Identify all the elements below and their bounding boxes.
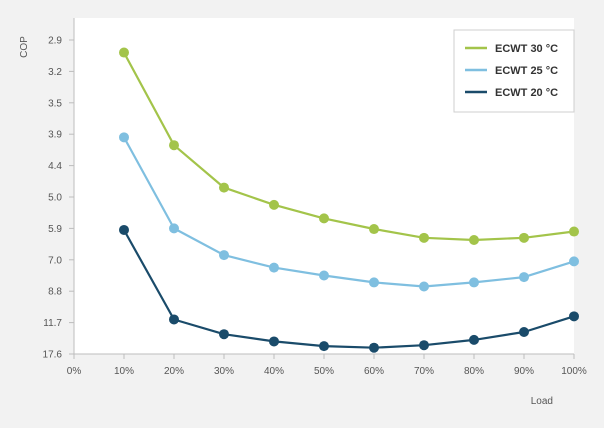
- legend-label-0: ECWT 30 °C: [495, 43, 558, 55]
- y-tick-label: 5.9: [48, 224, 62, 235]
- y-tick-label: 11.7: [43, 318, 62, 329]
- y-tick-label: 8.8: [48, 287, 62, 298]
- data-point-series-0: [569, 226, 579, 237]
- data-point-series-2: [469, 334, 479, 345]
- x-tick-label: 0%: [67, 366, 82, 377]
- data-point-series-1: [169, 223, 179, 234]
- data-point-series-2: [319, 341, 329, 352]
- y-tick-label: 3.9: [48, 130, 62, 141]
- data-point-series-0: [269, 199, 279, 210]
- data-point-series-0: [219, 182, 229, 193]
- x-tick-label: 40%: [264, 366, 284, 377]
- data-point-series-1: [319, 270, 329, 281]
- x-tick-label: 70%: [414, 366, 434, 377]
- x-tick-label: 80%: [464, 366, 484, 377]
- y-tick-label: 7.0: [48, 255, 62, 266]
- data-point-series-2: [569, 311, 579, 322]
- data-point-series-1: [569, 256, 579, 267]
- x-tick-label: 100%: [561, 366, 587, 377]
- data-point-series-0: [169, 140, 179, 151]
- x-tick-label: 10%: [114, 366, 134, 377]
- data-point-series-1: [519, 272, 529, 283]
- data-point-series-2: [269, 336, 279, 347]
- data-point-series-1: [269, 262, 279, 273]
- x-axis-title: Load: [531, 396, 553, 407]
- data-point-series-0: [319, 213, 329, 224]
- data-point-series-0: [469, 235, 479, 246]
- data-point-series-1: [119, 132, 129, 143]
- y-tick-label: 3.2: [48, 67, 62, 78]
- y-axis-title: COP: [19, 36, 30, 58]
- y-tick-label: 5.0: [48, 193, 62, 204]
- data-point-series-0: [119, 47, 129, 58]
- data-point-series-2: [219, 329, 229, 340]
- y-tick-label: 3.5: [48, 98, 62, 109]
- y-tick-label: 2.9: [48, 36, 62, 47]
- data-point-series-0: [419, 232, 429, 243]
- legend-label-2: ECWT 20 °C: [495, 87, 558, 99]
- series-line-0: [122, 51, 576, 242]
- data-point-series-2: [169, 314, 179, 325]
- data-point-series-2: [119, 224, 129, 235]
- series-line-1: [122, 136, 576, 288]
- data-point-series-0: [369, 224, 379, 235]
- y-tick-label: 4.4: [48, 161, 62, 172]
- x-tick-label: 30%: [214, 366, 234, 377]
- x-tick-label: 50%: [314, 366, 334, 377]
- x-tick-label: 60%: [364, 366, 384, 377]
- data-point-series-0: [519, 232, 529, 243]
- data-point-series-2: [419, 340, 429, 351]
- data-point-series-1: [419, 281, 429, 292]
- data-point-series-1: [219, 250, 229, 261]
- x-tick-label: 90%: [514, 366, 534, 377]
- y-tick-label: 17.6: [43, 350, 63, 361]
- legend-label-1: ECWT 25 °C: [495, 65, 558, 77]
- series-line-2: [122, 228, 576, 349]
- data-point-series-1: [469, 277, 479, 288]
- data-point-series-2: [369, 342, 379, 353]
- x-tick-label: 20%: [164, 366, 184, 377]
- data-point-series-2: [519, 327, 529, 338]
- data-point-series-1: [369, 277, 379, 288]
